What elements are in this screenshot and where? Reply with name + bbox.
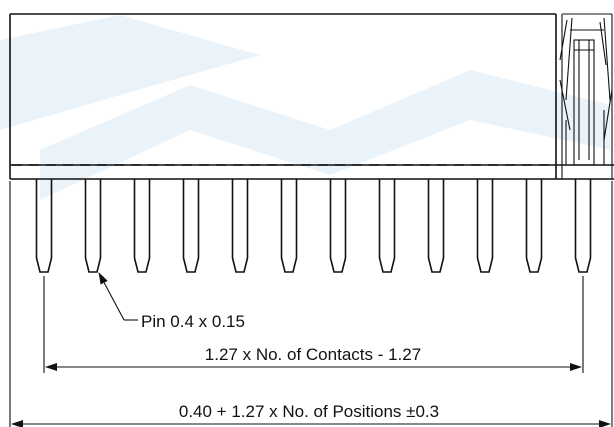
pin <box>133 179 151 273</box>
watermark-background <box>0 15 610 200</box>
pin <box>476 179 494 273</box>
contacts-dimension-label: 1.27 x No. of Contacts - 1.27 <box>205 345 421 364</box>
pin <box>378 179 396 273</box>
pin <box>427 179 445 273</box>
pin-size-label: Pin 0.4 x 0.15 <box>141 312 245 331</box>
pins-row <box>35 179 592 273</box>
contacts-dimension: 1.27 x No. of Contacts - 1.27 <box>43 276 584 373</box>
header-body <box>9 13 614 180</box>
pin <box>84 179 102 273</box>
pin <box>35 179 53 273</box>
positions-dimension: 0.40 + 1.27 x No. of Positions ±0.3 <box>9 181 613 427</box>
pin <box>231 179 249 273</box>
positions-dimension-label: 0.40 + 1.27 x No. of Positions ±0.3 <box>179 402 439 421</box>
pin <box>182 179 200 273</box>
pin-callout: Pin 0.4 x 0.15 <box>98 272 245 331</box>
pin-leader-line <box>98 272 125 321</box>
pin <box>329 179 347 273</box>
pin <box>280 179 298 273</box>
contact-cross-section <box>559 13 613 179</box>
pin <box>574 179 592 273</box>
pin <box>525 179 543 273</box>
